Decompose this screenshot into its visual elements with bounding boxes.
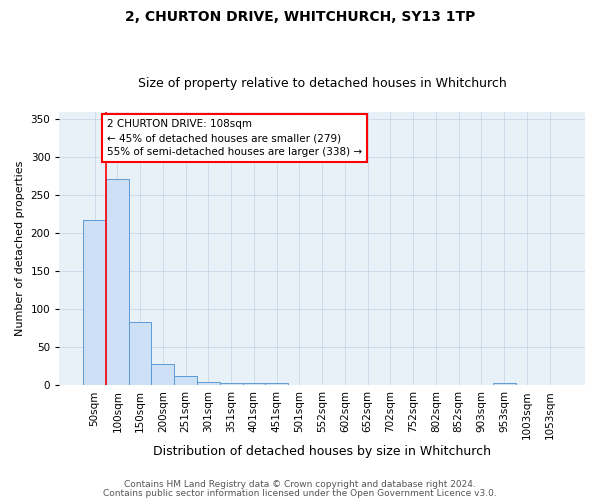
Bar — [242, 383, 265, 386]
Y-axis label: Number of detached properties: Number of detached properties — [15, 161, 25, 336]
Bar — [197, 382, 220, 386]
Title: Size of property relative to detached houses in Whitchurch: Size of property relative to detached ho… — [138, 76, 506, 90]
Bar — [106, 179, 129, 386]
Bar — [265, 383, 288, 386]
Bar — [83, 220, 106, 386]
Text: Contains public sector information licensed under the Open Government Licence v3: Contains public sector information licen… — [103, 490, 497, 498]
Bar — [151, 364, 174, 386]
X-axis label: Distribution of detached houses by size in Whitchurch: Distribution of detached houses by size … — [153, 444, 491, 458]
Text: Contains HM Land Registry data © Crown copyright and database right 2024.: Contains HM Land Registry data © Crown c… — [124, 480, 476, 489]
Bar — [174, 376, 197, 386]
Bar — [129, 322, 151, 386]
Bar — [493, 383, 515, 386]
Bar — [220, 383, 242, 386]
Text: 2 CHURTON DRIVE: 108sqm
← 45% of detached houses are smaller (279)
55% of semi-d: 2 CHURTON DRIVE: 108sqm ← 45% of detache… — [107, 119, 362, 157]
Text: 2, CHURTON DRIVE, WHITCHURCH, SY13 1TP: 2, CHURTON DRIVE, WHITCHURCH, SY13 1TP — [125, 10, 475, 24]
